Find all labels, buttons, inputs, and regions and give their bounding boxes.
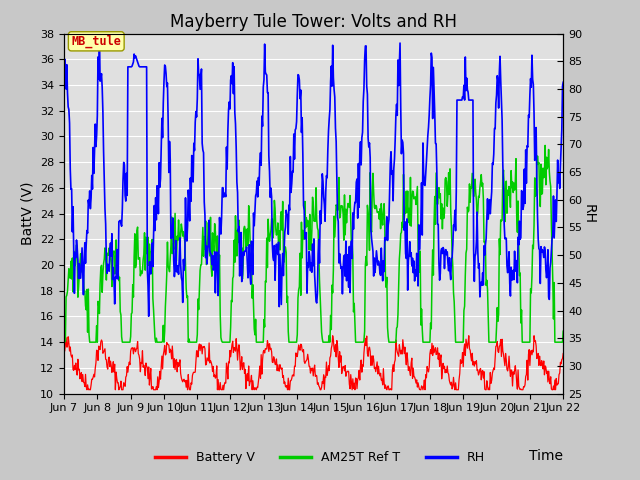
Text: Time: Time: [529, 449, 563, 463]
Text: MB_tule: MB_tule: [71, 35, 121, 48]
Title: Mayberry Tule Tower: Volts and RH: Mayberry Tule Tower: Volts and RH: [170, 12, 457, 31]
Legend: Battery V, AM25T Ref T, RH: Battery V, AM25T Ref T, RH: [150, 446, 490, 469]
Y-axis label: RH: RH: [582, 204, 596, 224]
Y-axis label: BattV (V): BattV (V): [20, 182, 35, 245]
